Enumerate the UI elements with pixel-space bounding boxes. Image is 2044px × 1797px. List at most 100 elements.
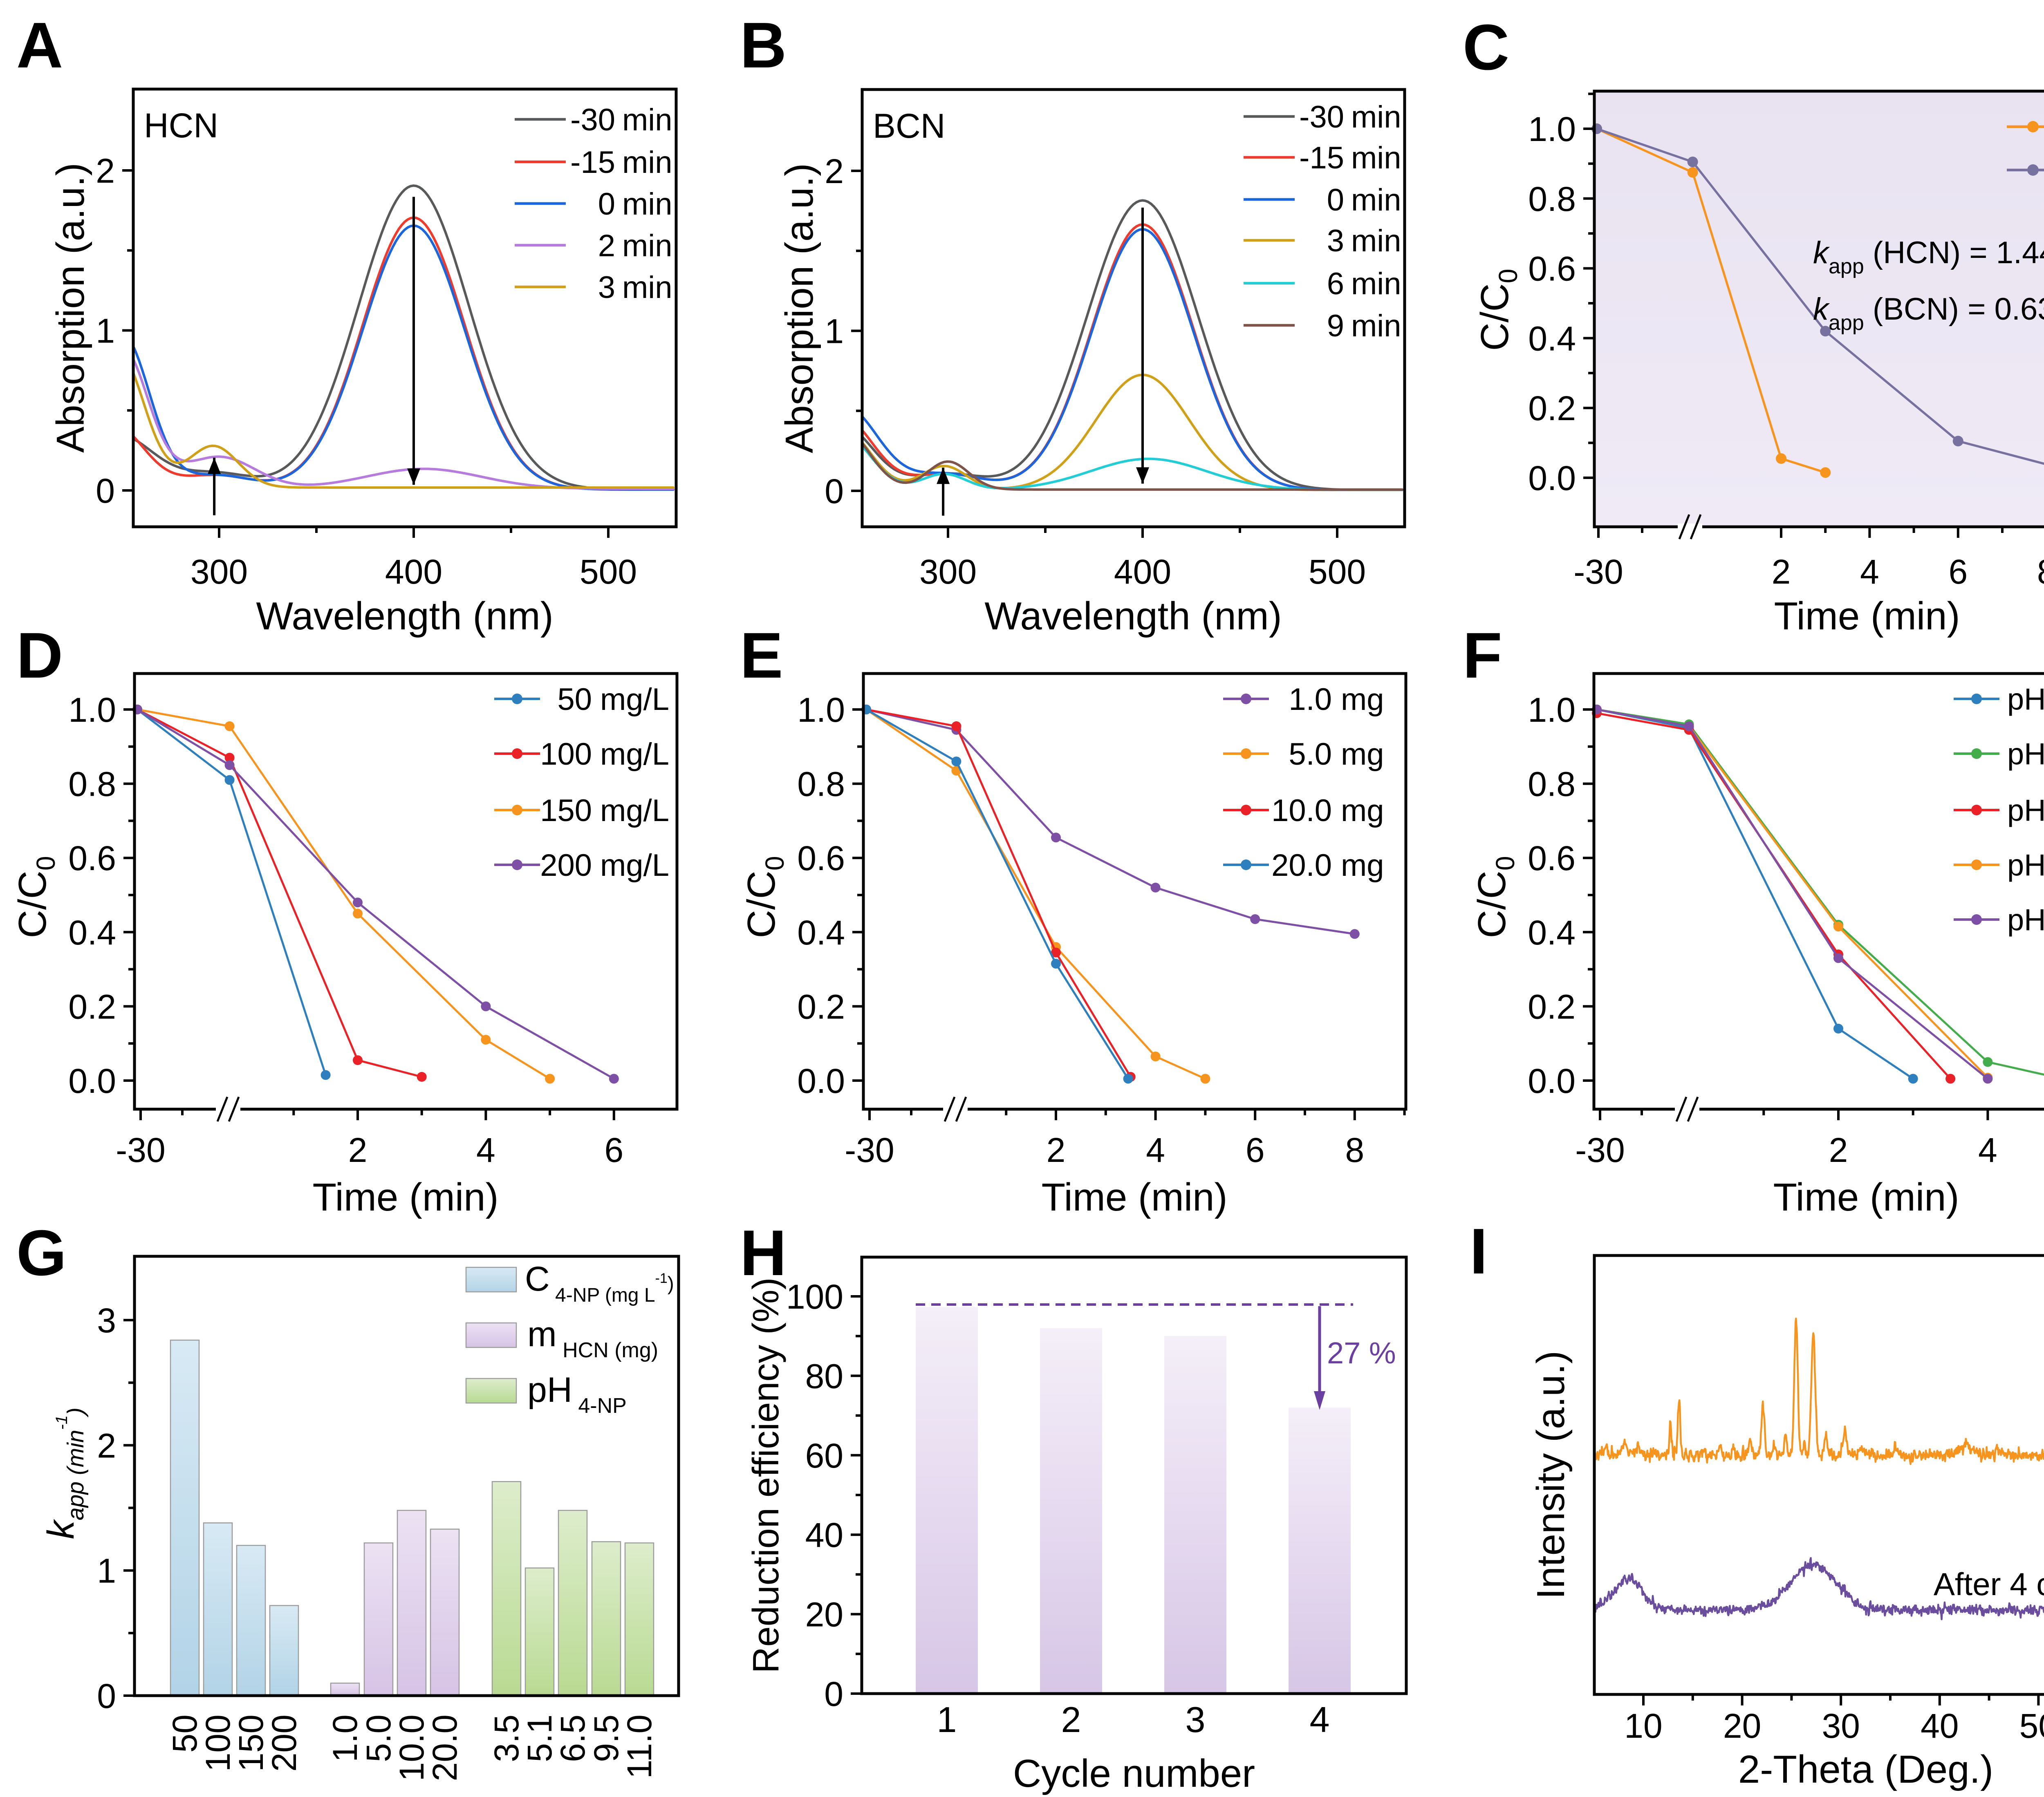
svg-text:kapp (BCN) = 0.63 min-1: kapp (BCN) = 0.63 min-1 xyxy=(1813,291,2044,335)
svg-text:pH = 6.5: pH = 6.5 xyxy=(2007,793,2044,827)
svg-text:1: 1 xyxy=(97,1552,116,1590)
svg-text:10.0: 10.0 xyxy=(392,1714,431,1781)
svg-text:2-Theta (Deg.): 2-Theta (Deg.) xyxy=(1738,1748,1993,1791)
svg-text:0.4: 0.4 xyxy=(797,913,845,952)
svg-text:0.8: 0.8 xyxy=(68,765,116,803)
svg-text:mg/L: mg/L xyxy=(600,682,669,717)
svg-text:5.0: 5.0 xyxy=(359,1714,398,1762)
svg-text:0.8: 0.8 xyxy=(1528,180,1576,218)
svg-text:5.1: 5.1 xyxy=(520,1714,559,1762)
svg-text:0.6: 0.6 xyxy=(68,839,116,877)
svg-text:1.0: 1.0 xyxy=(1289,682,1332,717)
svg-text:3: 3 xyxy=(598,270,615,305)
svg-text:3: 3 xyxy=(1327,224,1344,258)
svg-text:500: 500 xyxy=(580,553,637,591)
svg-text:0.2: 0.2 xyxy=(1528,389,1576,427)
svg-text:2: 2 xyxy=(348,1131,368,1169)
svg-text:100: 100 xyxy=(199,1714,237,1772)
svg-text:-30: -30 xyxy=(845,1131,894,1169)
svg-text:50: 50 xyxy=(166,1714,204,1752)
svg-text:2: 2 xyxy=(598,228,615,263)
svg-text:0.4: 0.4 xyxy=(1528,913,1576,952)
svg-text:9.5: 9.5 xyxy=(587,1714,625,1762)
svg-text:min: min xyxy=(622,270,672,305)
svg-text:1: 1 xyxy=(825,312,844,351)
svg-text:min: min xyxy=(1351,141,1401,175)
svg-text:min: min xyxy=(622,187,672,222)
svg-text:50: 50 xyxy=(557,682,592,717)
svg-text:2: 2 xyxy=(1061,1699,1081,1740)
svg-text:40: 40 xyxy=(1921,1707,1959,1745)
svg-text:1.0: 1.0 xyxy=(326,1714,364,1762)
svg-text:150: 150 xyxy=(540,793,592,828)
svg-text:20: 20 xyxy=(805,1596,843,1634)
svg-text:mg/L: mg/L xyxy=(600,793,669,828)
svg-text:4: 4 xyxy=(1978,1131,1997,1169)
svg-text:2: 2 xyxy=(1829,1131,1848,1169)
svg-text:0: 0 xyxy=(96,472,115,510)
svg-text:0: 0 xyxy=(97,1677,116,1715)
svg-text:C: C xyxy=(1463,11,1509,83)
svg-text:50: 50 xyxy=(2019,1707,2044,1745)
svg-text:H: H xyxy=(740,1217,787,1289)
svg-text:After 4 cycles: After 4 cycles xyxy=(1934,1566,2044,1602)
svg-text:D: D xyxy=(16,620,63,691)
svg-text:4: 4 xyxy=(476,1131,495,1169)
svg-text:pH = 3.5: pH = 3.5 xyxy=(2007,682,2044,716)
svg-text:0.0: 0.0 xyxy=(68,1062,116,1100)
svg-text:mg: mg xyxy=(1341,682,1384,717)
svg-text:0.6: 0.6 xyxy=(1528,839,1576,877)
svg-text:-15: -15 xyxy=(570,145,615,180)
svg-text:0.6: 0.6 xyxy=(797,839,845,877)
svg-text:Wavelength (nm): Wavelength (nm) xyxy=(256,594,553,638)
svg-text:min: min xyxy=(1351,309,1401,343)
svg-text:Time (min): Time (min) xyxy=(1773,1175,1959,1219)
svg-text:4: 4 xyxy=(1310,1699,1330,1740)
svg-text:40: 40 xyxy=(805,1516,843,1554)
svg-text:BCN: BCN xyxy=(873,107,945,145)
svg-text:0.6: 0.6 xyxy=(1528,250,1576,288)
svg-text:200: 200 xyxy=(265,1714,303,1772)
svg-text:20.0: 20.0 xyxy=(1271,848,1332,883)
svg-text:B: B xyxy=(740,9,787,81)
svg-text:A: A xyxy=(16,9,63,81)
svg-text:1: 1 xyxy=(937,1699,957,1740)
svg-text:1.0: 1.0 xyxy=(1528,110,1576,148)
svg-text:0.2: 0.2 xyxy=(1528,987,1576,1026)
svg-text:pH = 5.1: pH = 5.1 xyxy=(2007,737,2044,771)
svg-text:pH = 11.0: pH = 11.0 xyxy=(2007,903,2044,937)
svg-text:300: 300 xyxy=(191,553,248,591)
svg-text:mg: mg xyxy=(1341,793,1384,828)
svg-text:-30: -30 xyxy=(1575,1131,1625,1169)
svg-text:10.0: 10.0 xyxy=(1271,793,1332,828)
svg-text:0.0: 0.0 xyxy=(1528,1062,1576,1100)
svg-text:min: min xyxy=(622,228,672,263)
svg-text:400: 400 xyxy=(385,553,442,591)
svg-text:3: 3 xyxy=(1186,1699,1206,1740)
svg-text:Cycle number: Cycle number xyxy=(1013,1752,1255,1795)
svg-text:0.2: 0.2 xyxy=(68,987,116,1026)
svg-text:0: 0 xyxy=(824,1675,843,1713)
svg-text:20: 20 xyxy=(1723,1707,1761,1745)
svg-text:9: 9 xyxy=(1327,309,1344,343)
svg-text:0.4: 0.4 xyxy=(1528,319,1576,358)
svg-text:6: 6 xyxy=(1948,553,1968,591)
svg-text:27 %: 27 % xyxy=(1327,1336,1396,1370)
svg-text:min: min xyxy=(1351,266,1401,301)
svg-text:0.0: 0.0 xyxy=(797,1062,845,1100)
svg-text:3.5: 3.5 xyxy=(487,1714,526,1762)
svg-text:0.8: 0.8 xyxy=(1528,765,1576,803)
svg-text:30: 30 xyxy=(1822,1707,1860,1745)
svg-text:Reduction efficiency (%): Reduction efficiency (%) xyxy=(746,1278,787,1674)
svg-text:I: I xyxy=(1470,1215,1488,1287)
svg-text:150: 150 xyxy=(232,1714,270,1772)
svg-text:pH = 9.5: pH = 9.5 xyxy=(2007,848,2044,882)
svg-text:Intensity (a.u.): Intensity (a.u.) xyxy=(1529,1351,1573,1599)
svg-text:20.0: 20.0 xyxy=(426,1714,464,1781)
svg-text:500: 500 xyxy=(1309,553,1366,591)
svg-text:min: min xyxy=(622,103,672,137)
svg-text:min: min xyxy=(1351,224,1401,258)
svg-text:-30: -30 xyxy=(570,103,615,137)
svg-text:Time (min): Time (min) xyxy=(312,1175,498,1219)
svg-text:HCN: HCN xyxy=(144,106,218,145)
